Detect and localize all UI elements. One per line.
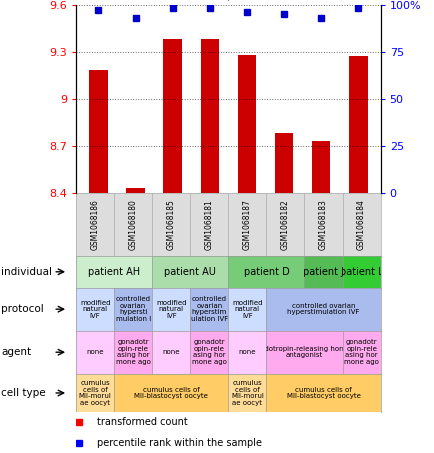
Text: modified
natural
IVF: modified natural IVF xyxy=(156,300,186,318)
Text: protocol: protocol xyxy=(1,304,44,314)
Text: individual: individual xyxy=(1,267,53,277)
Text: cumulus
cells of
MII-morul
ae oocyt: cumulus cells of MII-morul ae oocyt xyxy=(230,380,263,406)
Text: GSM1068181: GSM1068181 xyxy=(204,199,214,250)
Text: modified
natural
IVF: modified natural IVF xyxy=(232,300,262,318)
Text: cumulus
cells of
MII-morul
ae oocyt: cumulus cells of MII-morul ae oocyt xyxy=(79,380,112,406)
Text: gonadotr
opin-rele
asing hor
mone ago: gonadotr opin-rele asing hor mone ago xyxy=(343,339,378,365)
Text: gonadotr
opin-rele
asing hor
mone ago: gonadotr opin-rele asing hor mone ago xyxy=(191,339,226,365)
Text: cumulus cells of
MII-blastocyst oocyte: cumulus cells of MII-blastocyst oocyte xyxy=(286,387,360,399)
Text: GSM1068186: GSM1068186 xyxy=(90,199,99,250)
Bar xyxy=(89,70,108,193)
Bar xyxy=(200,39,219,193)
Bar xyxy=(237,55,256,193)
Text: patient AU: patient AU xyxy=(164,267,216,277)
Text: controlled ovarian
hyperstimulation IVF: controlled ovarian hyperstimulation IVF xyxy=(286,303,359,315)
Text: none: none xyxy=(162,349,180,355)
Text: gonadotropin-releasing hormone
antagonist: gonadotropin-releasing hormone antagonis… xyxy=(247,346,361,358)
Text: GSM1068184: GSM1068184 xyxy=(356,199,365,250)
Text: cumulus cells of
MII-blastocyst oocyte: cumulus cells of MII-blastocyst oocyte xyxy=(134,387,208,399)
Bar xyxy=(311,141,330,193)
Text: GSM1068180: GSM1068180 xyxy=(128,199,138,250)
Text: gonadotr
opin-rele
asing hor
mone ago: gonadotr opin-rele asing hor mone ago xyxy=(115,339,150,365)
Title: GDS5015 / 8041360: GDS5015 / 8041360 xyxy=(161,0,295,2)
Bar xyxy=(163,39,181,193)
Text: GSM1068183: GSM1068183 xyxy=(318,199,327,250)
Bar xyxy=(126,188,145,193)
Text: cell type: cell type xyxy=(1,388,46,398)
Text: patient J: patient J xyxy=(302,267,343,277)
Text: none: none xyxy=(86,349,104,355)
Text: none: none xyxy=(238,349,256,355)
Text: GSM1068187: GSM1068187 xyxy=(242,199,251,250)
Text: controlled
ovarian
hypersti
mulation I: controlled ovarian hypersti mulation I xyxy=(115,296,151,322)
Text: percentile rank within the sample: percentile rank within the sample xyxy=(97,438,262,448)
Text: patient D: patient D xyxy=(243,267,289,277)
Text: patient L: patient L xyxy=(339,267,382,277)
Bar xyxy=(348,56,367,193)
Text: GSM1068185: GSM1068185 xyxy=(166,199,175,250)
Text: modified
natural
IVF: modified natural IVF xyxy=(80,300,110,318)
Bar xyxy=(274,133,293,193)
Text: GSM1068182: GSM1068182 xyxy=(280,199,289,250)
Text: patient AH: patient AH xyxy=(88,267,140,277)
Text: controlled
ovarian
hyperstim
ulation IVF: controlled ovarian hyperstim ulation IVF xyxy=(190,296,227,322)
Text: transformed count: transformed count xyxy=(97,417,188,428)
Text: agent: agent xyxy=(1,347,32,357)
